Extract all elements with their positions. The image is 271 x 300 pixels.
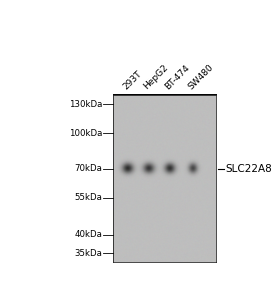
Text: SW480: SW480 (186, 63, 215, 92)
Text: SLC22A8: SLC22A8 (225, 164, 271, 174)
Text: 100kDa: 100kDa (69, 129, 102, 138)
Text: 70kDa: 70kDa (74, 164, 102, 173)
Text: 55kDa: 55kDa (74, 194, 102, 202)
Text: BT-474: BT-474 (163, 63, 191, 92)
Text: 35kDa: 35kDa (74, 249, 102, 258)
Text: 40kDa: 40kDa (74, 230, 102, 239)
Text: 293T: 293T (121, 69, 143, 92)
Text: HepG2: HepG2 (142, 63, 170, 92)
Text: 130kDa: 130kDa (69, 100, 102, 109)
Bar (113, 95, 215, 262)
